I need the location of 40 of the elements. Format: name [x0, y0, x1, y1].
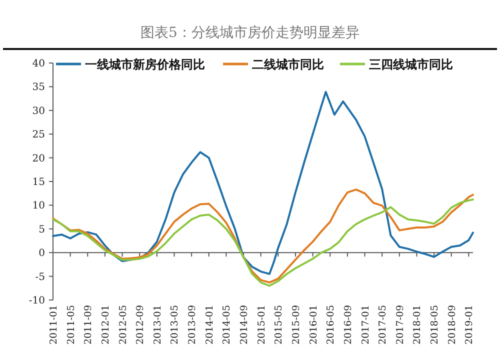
x-tick-label: 2014-05	[222, 305, 233, 344]
y-tick-label: 10	[32, 200, 45, 212]
y-tick-label: 20	[32, 153, 45, 164]
legend-label: 三四线城市同比	[369, 58, 453, 72]
x-tick-label: 2018-01	[412, 305, 424, 344]
y-tick-label: 0	[38, 248, 45, 260]
legend-label: 二线城市同比	[252, 58, 324, 72]
y-tick-label: 25	[32, 130, 45, 141]
x-tick-label: 2014-09	[239, 305, 250, 344]
y-tick-label: 15	[32, 177, 45, 188]
x-tick-label: 2018-05	[430, 305, 441, 344]
x-tick-label: 2016-05	[326, 305, 337, 344]
x-tick-label: 2013-09	[187, 305, 198, 344]
x-tick-label: 2018-09	[446, 305, 458, 344]
x-tick-label: 2017-05	[378, 305, 389, 344]
x-tick-label: 2017-01	[360, 305, 372, 344]
y-tick-label: -5	[35, 272, 45, 283]
x-tick-label: 2019-01	[464, 305, 476, 344]
x-tick-label: 2016-01	[308, 305, 320, 344]
x-tick-label: 2015-01	[256, 305, 268, 344]
x-tick-label: 2013-05	[170, 305, 181, 344]
x-tick-label: 2011-01	[48, 305, 60, 344]
x-tick-label: 2013-01	[152, 305, 164, 344]
x-tick-label: 2012-09	[135, 305, 146, 344]
x-tick-label: 2012-05	[118, 305, 129, 344]
x-tick-label: 2011-09	[83, 305, 94, 344]
x-tick-label: 2016-09	[342, 305, 354, 344]
y-tick-label: 30	[32, 106, 45, 117]
y-tick-label: -10	[28, 296, 45, 306]
y-tick-label: 35	[32, 82, 45, 94]
x-tick-label: 2014-01	[204, 305, 216, 344]
chart-title: 图表5：分线城市房价走势明显差异	[140, 25, 360, 41]
x-tick-label: 2015-09	[290, 305, 302, 344]
legend-label: 一线城市新房价格同比	[85, 58, 205, 72]
x-tick-label: 2017-09	[394, 305, 406, 344]
x-tick-label: 2012-01	[100, 305, 112, 344]
y-tick-label: 5	[38, 224, 45, 236]
x-tick-label: 2011-05	[66, 305, 77, 344]
x-tick-label: 2015-05	[274, 305, 285, 344]
y-tick-label: 40	[32, 58, 45, 70]
